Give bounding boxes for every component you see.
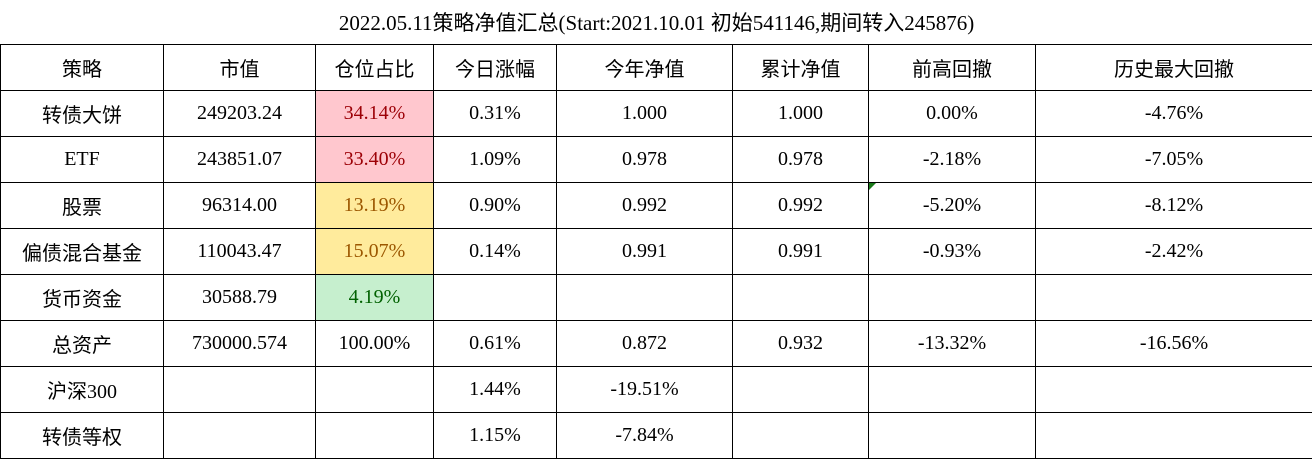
table-cell[interactable]: -2.42% (1036, 229, 1312, 275)
table-cell[interactable]: -13.32% (869, 321, 1036, 367)
table-cell[interactable]: 4.19% (316, 275, 434, 321)
table-cell[interactable]: 249203.24 (164, 91, 316, 137)
column-header[interactable]: 今日涨幅 (434, 45, 557, 91)
table-cell[interactable]: 转债等权 (1, 413, 164, 459)
table-cell[interactable]: 0.872 (557, 321, 733, 367)
column-header[interactable]: 累计净值 (733, 45, 869, 91)
table-cell[interactable] (1036, 413, 1312, 459)
table-cell[interactable]: 0.932 (733, 321, 869, 367)
table-cell[interactable]: 96314.00 (164, 183, 316, 229)
table-cell[interactable]: 转债大饼 (1, 91, 164, 137)
table-cell[interactable]: 1.000 (557, 91, 733, 137)
table-cell[interactable]: 股票 (1, 183, 164, 229)
table-cell[interactable] (434, 275, 557, 321)
table-row: 沪深300 1.44%-19.51% (1, 367, 1312, 413)
table-cell[interactable] (316, 367, 434, 413)
table-cell[interactable] (733, 413, 869, 459)
table-cell[interactable]: 0.991 (557, 229, 733, 275)
table-cell[interactable] (164, 367, 316, 413)
table-cell[interactable] (869, 275, 1036, 321)
table-cell[interactable] (1036, 275, 1312, 321)
table-cell[interactable]: 1.000 (733, 91, 869, 137)
table-cell[interactable]: 1.09% (434, 137, 557, 183)
sheet-title[interactable]: 2022.05.11策略净值汇总(Start:2021.10.01 初始5411… (1, 0, 1312, 45)
column-header[interactable]: 市值 (164, 45, 316, 91)
table-cell[interactable]: 34.14% (316, 91, 434, 137)
table-cell[interactable]: -7.84% (557, 413, 733, 459)
table-cell[interactable]: 偏债混合基金 (1, 229, 164, 275)
table-cell[interactable]: 0.978 (557, 137, 733, 183)
table-cell[interactable]: -0.93% (869, 229, 1036, 275)
table-cell[interactable]: 13.19% (316, 183, 434, 229)
table-cell[interactable]: 1.15% (434, 413, 557, 459)
table-cell[interactable]: -5.20% (869, 183, 1036, 229)
table-cell[interactable]: 15.07% (316, 229, 434, 275)
table-row: 转债等权 1.15%-7.84% (1, 413, 1312, 459)
table-cell[interactable]: 730000.574 (164, 321, 316, 367)
table-cell[interactable]: -8.12% (1036, 183, 1312, 229)
table-cell[interactable]: 0.31% (434, 91, 557, 137)
column-header[interactable]: 仓位占比 (316, 45, 434, 91)
table-cell[interactable]: 33.40% (316, 137, 434, 183)
table-cell[interactable]: 0.61% (434, 321, 557, 367)
table-cell[interactable]: 1.44% (434, 367, 557, 413)
table-cell[interactable]: 沪深300 (1, 367, 164, 413)
table-cell[interactable]: 100.00% (316, 321, 434, 367)
table-cell[interactable]: 110043.47 (164, 229, 316, 275)
table-cell[interactable]: 0.00% (869, 91, 1036, 137)
table-cell[interactable]: 243851.07 (164, 137, 316, 183)
table-cell[interactable] (869, 367, 1036, 413)
table-cell[interactable]: 0.992 (733, 183, 869, 229)
table-cell[interactable] (164, 413, 316, 459)
table-cell[interactable] (869, 413, 1036, 459)
table-cell[interactable]: 总资产 (1, 321, 164, 367)
table-cell[interactable]: 0.90% (434, 183, 557, 229)
table-cell[interactable]: -16.56% (1036, 321, 1312, 367)
table-cell[interactable] (733, 367, 869, 413)
table-cell[interactable]: 货币资金 (1, 275, 164, 321)
column-header[interactable]: 今年净值 (557, 45, 733, 91)
table-cell[interactable] (1036, 367, 1312, 413)
table-cell[interactable]: -4.76% (1036, 91, 1312, 137)
column-header[interactable]: 前高回撤 (869, 45, 1036, 91)
column-header[interactable]: 历史最大回撤 (1036, 45, 1312, 91)
table-cell[interactable]: -7.05% (1036, 137, 1312, 183)
header-row: 策略市值仓位占比今日涨幅今年净值累计净值前高回撤历史最大回撤 (1, 45, 1312, 91)
table-cell[interactable]: 0.991 (733, 229, 869, 275)
table-cell[interactable]: 0.978 (733, 137, 869, 183)
title-row: 2022.05.11策略净值汇总(Start:2021.10.01 初始5411… (1, 0, 1312, 45)
table-cell[interactable]: 0.992 (557, 183, 733, 229)
table-cell[interactable]: ETF (1, 137, 164, 183)
table-cell[interactable] (733, 275, 869, 321)
table-cell[interactable] (557, 275, 733, 321)
table-cell[interactable]: -19.51% (557, 367, 733, 413)
table-cell[interactable]: 30588.79 (164, 275, 316, 321)
table-cell[interactable]: -2.18% (869, 137, 1036, 183)
column-header[interactable]: 策略 (1, 45, 164, 91)
table-cell[interactable]: 0.14% (434, 229, 557, 275)
table-cell[interactable] (316, 413, 434, 459)
